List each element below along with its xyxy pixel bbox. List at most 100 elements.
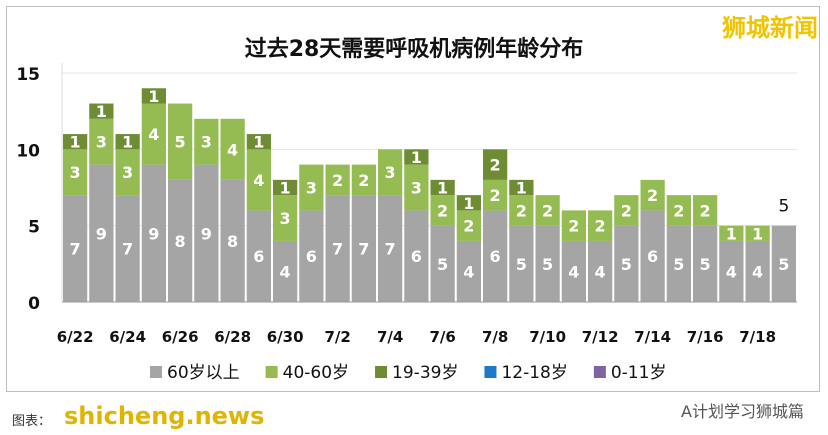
data-label: 1 [70, 133, 81, 152]
bar-segment [168, 179, 193, 302]
bar-segment [89, 164, 114, 302]
data-label: 4 [595, 262, 606, 281]
data-label: 3 [96, 133, 107, 152]
data-label: 2 [673, 201, 684, 220]
data-label: 3 [306, 179, 317, 198]
y-tick-label: 10 [16, 141, 40, 161]
bar-segment [693, 195, 718, 226]
bar-segment [693, 225, 718, 302]
watermark-account: A计划学习狮城篇 [681, 402, 804, 421]
data-label: 2 [621, 201, 632, 220]
data-label: 2 [700, 201, 711, 220]
data-label: 2 [490, 186, 501, 205]
bar-segment [430, 179, 455, 196]
data-label: 1 [280, 179, 291, 198]
data-label: 4 [253, 171, 264, 190]
data-label: 5 [516, 255, 527, 274]
bar-segment [246, 210, 271, 302]
data-label: 1 [148, 87, 159, 106]
data-label: 6 [306, 247, 317, 266]
data-label: 4 [752, 262, 763, 281]
data-label: 4 [227, 140, 238, 159]
data-label: 9 [201, 224, 212, 243]
data-label: 7 [70, 240, 81, 259]
bar-segment [456, 240, 481, 302]
data-label: 8 [175, 232, 186, 251]
y-tick-label: 5 [28, 218, 40, 238]
legend-swatch [265, 366, 278, 378]
data-label: 2 [516, 201, 527, 220]
bar-segment [640, 210, 665, 302]
data-label: 1 [752, 224, 763, 243]
bar-segment [561, 210, 586, 241]
data-label: 6 [647, 247, 658, 266]
bar-segment [115, 195, 140, 302]
watermark-site: shicheng.news [64, 402, 265, 430]
data-label: 1 [437, 179, 448, 198]
bar-segment [325, 164, 350, 196]
bar-segment [588, 210, 613, 241]
bar-segment [141, 164, 166, 302]
bar-segment [404, 210, 429, 302]
bar-segment [745, 225, 770, 241]
bar-segment [666, 225, 691, 302]
data-label: 2 [542, 201, 553, 220]
bar-segment [483, 210, 508, 302]
bar-segment [246, 134, 271, 150]
data-label: 7 [385, 240, 396, 259]
data-label: 5 [778, 255, 789, 274]
x-tick-label: 7/2 [324, 328, 350, 346]
data-label: 8 [227, 232, 238, 251]
data-label: 2 [437, 201, 448, 220]
bar-segment [63, 134, 88, 150]
bar-segment [535, 225, 560, 302]
bar-segment [115, 149, 140, 196]
bar-segment [273, 195, 298, 241]
data-label: 2 [595, 217, 606, 236]
x-tick-label: 6/30 [267, 328, 304, 346]
data-label: 3 [70, 163, 81, 182]
bar-segment [194, 164, 219, 302]
data-label: 2 [332, 171, 343, 190]
chart-caption: 图表： [12, 414, 52, 429]
x-tick-label: 7/6 [429, 328, 455, 346]
data-label: 2 [358, 171, 369, 190]
legend-swatch [375, 366, 388, 378]
bar-segment [299, 164, 324, 211]
bar-segment [483, 149, 508, 180]
bar-segment [456, 195, 481, 211]
bar-segment [719, 240, 744, 302]
data-label: 2 [463, 217, 474, 236]
data-label: 1 [726, 224, 737, 243]
bar-segment [299, 210, 324, 302]
data-label: 3 [385, 163, 396, 182]
chart-title: 过去28天需要呼吸机病例年龄分布 [245, 36, 584, 62]
bar-segment [351, 195, 376, 302]
bar-segment [63, 149, 88, 196]
data-label: 9 [96, 224, 107, 243]
legend-label: 60岁以上 [167, 363, 240, 383]
x-tick-label: 7/18 [739, 328, 776, 346]
x-tick-label: 7/14 [634, 328, 671, 346]
data-label: 3 [201, 133, 212, 152]
legend-swatch [593, 366, 606, 378]
x-tick-label: 7/16 [687, 328, 724, 346]
data-label: 5 [621, 255, 632, 274]
data-label: 1 [411, 148, 422, 167]
legend-swatch [484, 366, 497, 378]
legend-label: 12-18岁 [501, 363, 567, 383]
data-label: 4 [568, 262, 579, 281]
chart-frame[interactable] [6, 6, 820, 392]
x-tick-label: 6/24 [109, 328, 146, 346]
data-label: 5 [542, 255, 553, 274]
bar-segment [535, 195, 560, 226]
legend-label: 40-60岁 [283, 363, 349, 383]
bar-segment [273, 240, 298, 302]
bar-segment [430, 195, 455, 226]
data-label: 6 [490, 247, 501, 266]
bar-segment [115, 134, 140, 150]
data-label: 7 [122, 240, 133, 259]
bar-segment [666, 195, 691, 226]
data-label: 4 [463, 262, 474, 281]
x-tick-label: 7/12 [582, 328, 619, 346]
